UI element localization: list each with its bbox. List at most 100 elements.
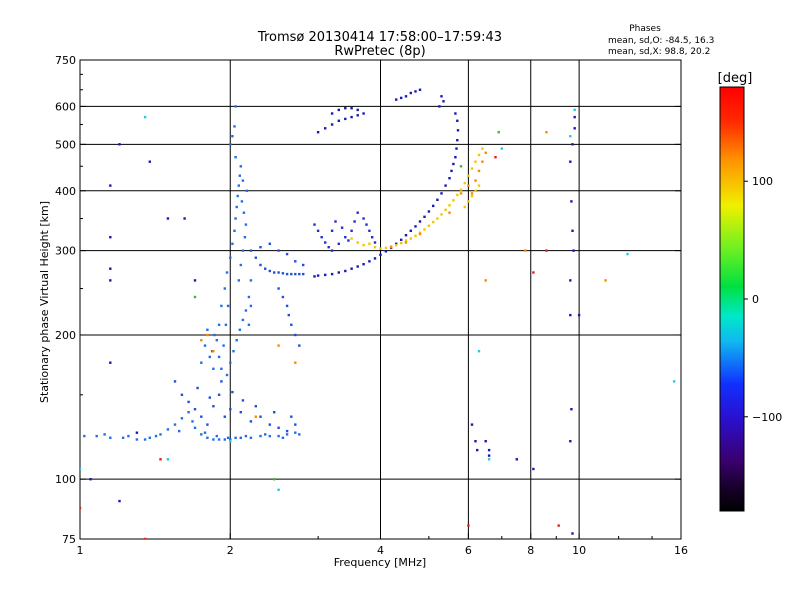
- y-tick-label-500: 500: [55, 138, 76, 151]
- data-point-0-21: [259, 434, 262, 438]
- data-points: [80, 88, 676, 539]
- data-point-8-10: [484, 151, 487, 154]
- data-point-9-4: [118, 143, 121, 146]
- data-point-3-13: [259, 246, 262, 249]
- data-point-4-30: [455, 147, 458, 150]
- data-point-7-34: [362, 243, 365, 247]
- data-point-0-24: [285, 433, 289, 436]
- data-point-1-18: [208, 396, 211, 399]
- data-point-9-5: [148, 160, 151, 163]
- data-point-9-1: [109, 267, 112, 270]
- data-point-4-32: [456, 129, 460, 132]
- data-point-2-32: [244, 223, 248, 226]
- data-point-7-21: [463, 181, 466, 185]
- data-point-7-17: [448, 204, 451, 207]
- data-point-7-27: [463, 205, 466, 209]
- data-point-2-30: [241, 249, 245, 252]
- data-point-2-23: [234, 105, 237, 108]
- data-point-2-29: [239, 263, 242, 267]
- data-point-5-19: [347, 239, 350, 242]
- data-point-7-12: [427, 224, 431, 227]
- data-point-2-42: [232, 350, 235, 353]
- data-point-3-17: [294, 260, 297, 263]
- data-point-11-6: [159, 458, 162, 461]
- data-point-5-0: [313, 223, 316, 226]
- data-point-7-13: [432, 220, 435, 224]
- data-point-6-4: [344, 117, 347, 121]
- data-point-3-11: [298, 272, 301, 276]
- data-point-0-9: [180, 417, 184, 420]
- data-point-8-4: [459, 192, 463, 195]
- data-point-4-16: [404, 234, 408, 237]
- data-point-0-5: [148, 436, 151, 439]
- data-point-0-12: [200, 433, 203, 436]
- data-point-1-17: [196, 386, 199, 390]
- data-point-6-2: [330, 123, 334, 126]
- data-point-7-19: [456, 193, 459, 197]
- data-point-7-0: [368, 242, 371, 245]
- data-point-4-12: [384, 250, 388, 253]
- data-point-5-9: [353, 220, 356, 223]
- data-point-6-14: [400, 96, 403, 100]
- data-point-3-4: [268, 269, 271, 273]
- x-tick-label-10: 10: [572, 544, 586, 557]
- data-point-0-3: [121, 436, 125, 439]
- data-point-3-7: [281, 272, 285, 275]
- x-tick-label-1: 1: [77, 544, 84, 557]
- data-point-0-18: [234, 436, 237, 439]
- colorbar-tick-label-0: 100: [752, 175, 773, 188]
- data-point-9-29: [569, 313, 572, 317]
- data-point-7-20: [459, 188, 463, 191]
- data-point-5-2: [320, 236, 323, 239]
- colorbar-label: [deg]: [718, 71, 753, 86]
- data-point-3-19: [277, 287, 280, 290]
- data-point-9-26: [571, 229, 574, 232]
- data-point-9-15: [476, 448, 479, 452]
- data-point-2-27: [217, 355, 221, 359]
- data-point-3-15: [277, 249, 280, 252]
- data-point-6-16: [409, 91, 412, 95]
- data-point-7-23: [470, 167, 474, 170]
- data-point-4-26: [448, 177, 451, 180]
- data-point-9-3: [109, 184, 112, 187]
- data-point-4-24: [440, 192, 443, 195]
- data-point-2-13: [234, 217, 237, 220]
- data-point-7-9: [414, 234, 417, 238]
- data-point-4-34: [454, 112, 457, 115]
- data-point-12-1: [497, 131, 500, 134]
- data-point-0-1: [95, 434, 98, 438]
- data-point-10-4: [569, 135, 572, 138]
- data-point-2-37: [213, 333, 216, 337]
- data-point-8-15: [277, 344, 280, 347]
- data-point-8-9: [481, 160, 484, 163]
- data-point-8-5: [467, 184, 470, 187]
- data-point-8-19: [545, 131, 548, 134]
- data-point-9-7: [183, 217, 186, 220]
- data-point-3-3: [264, 267, 267, 270]
- data-point-2-18: [239, 165, 242, 168]
- data-point-2-10: [229, 256, 232, 259]
- data-point-8-12: [206, 333, 209, 337]
- data-point-9-12: [135, 431, 139, 434]
- data-point-5-3: [324, 241, 327, 244]
- data-point-0-38: [298, 433, 301, 436]
- data-point-7-15: [440, 213, 443, 216]
- data-point-0-16: [223, 438, 226, 441]
- data-point-9-6: [166, 217, 170, 220]
- stats-line-o: mean, sd,O: -84.5, 16.3: [608, 36, 714, 46]
- data-point-8-7: [474, 179, 477, 182]
- data-point-4-17: [409, 229, 412, 232]
- chart-title: Tromsø 20130414 17:58:00–17:59:43: [257, 30, 502, 45]
- x-tick-label-4: 4: [377, 544, 384, 557]
- data-point-2-8: [223, 287, 226, 290]
- data-point-3-6: [277, 271, 280, 274]
- data-point-2-39: [220, 367, 223, 370]
- data-point-9-9: [109, 361, 112, 364]
- data-point-5-1: [316, 229, 320, 232]
- data-point-9-20: [570, 408, 573, 411]
- data-point-7-31: [477, 184, 481, 187]
- data-point-11-5: [557, 524, 560, 527]
- data-point-6-12: [356, 108, 359, 112]
- data-point-6-5: [350, 115, 353, 119]
- data-point-9-19: [569, 440, 572, 443]
